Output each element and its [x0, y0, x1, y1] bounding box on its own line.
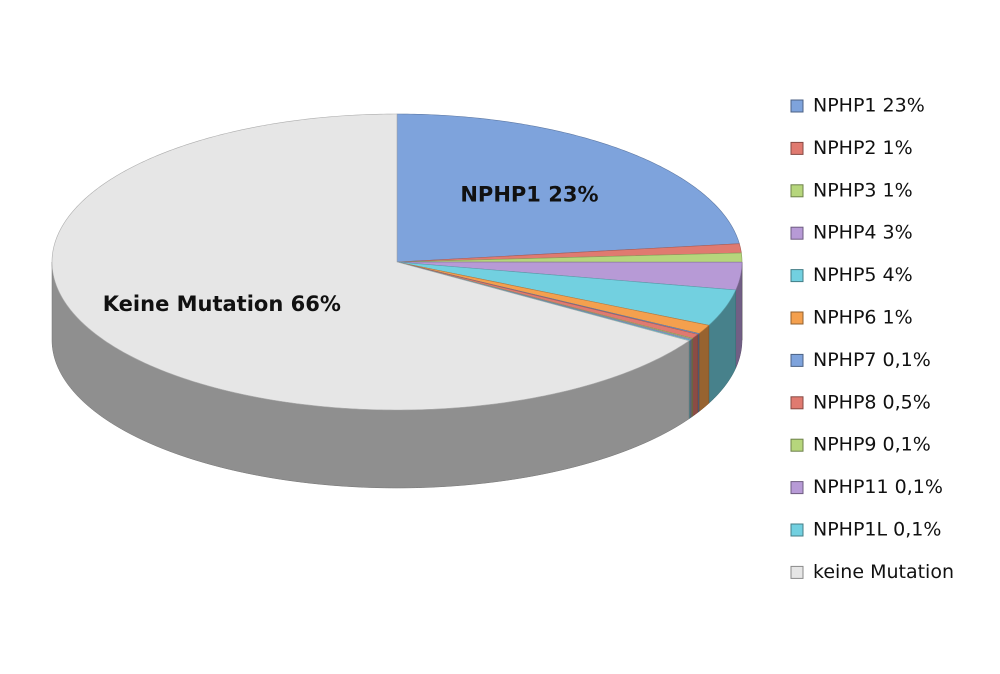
legend-label: NPHP9 0,1%	[813, 434, 931, 456]
legend-label: NPHP1 23%	[813, 95, 925, 117]
legend-label: NPHP2 1%	[813, 137, 913, 159]
legend-swatch	[790, 226, 804, 240]
slice	[396, 261, 737, 326]
slice	[396, 252, 743, 263]
legend-swatch	[790, 565, 804, 579]
legend-label: NPHP8 0,5%	[813, 391, 931, 413]
legend-label: NPHP3 1%	[813, 179, 913, 201]
slice	[396, 243, 742, 263]
slice-label: NPHP1 23%	[460, 182, 598, 206]
legend-swatch	[790, 438, 804, 452]
legend-swatch	[790, 311, 804, 325]
legend-label: NPHP4 3%	[813, 222, 913, 244]
legend-swatch	[790, 269, 804, 283]
slice	[51, 113, 690, 411]
legend-label: NPHP1L 0,1%	[813, 519, 941, 541]
legend-swatch	[790, 353, 804, 367]
legend-swatch	[790, 523, 804, 537]
legend-label: NPHP7 0,1%	[813, 349, 931, 371]
legend-swatch	[790, 481, 804, 495]
legend-swatch	[790, 141, 804, 155]
legend-label: NPHP6 1%	[813, 307, 913, 329]
legend-label: NPHP11 0,1%	[813, 476, 943, 498]
slice-label: Keine Mutation 66%	[103, 292, 341, 316]
slice-side	[698, 324, 710, 413]
legend-swatch	[790, 99, 804, 113]
legend-swatch	[790, 184, 804, 198]
slice-side	[692, 333, 699, 417]
slice	[396, 261, 710, 334]
slice	[396, 113, 740, 263]
legend-label: NPHP5 4%	[813, 264, 913, 286]
legend-label: keine Mutation	[813, 561, 954, 583]
legend-swatch	[790, 396, 804, 410]
